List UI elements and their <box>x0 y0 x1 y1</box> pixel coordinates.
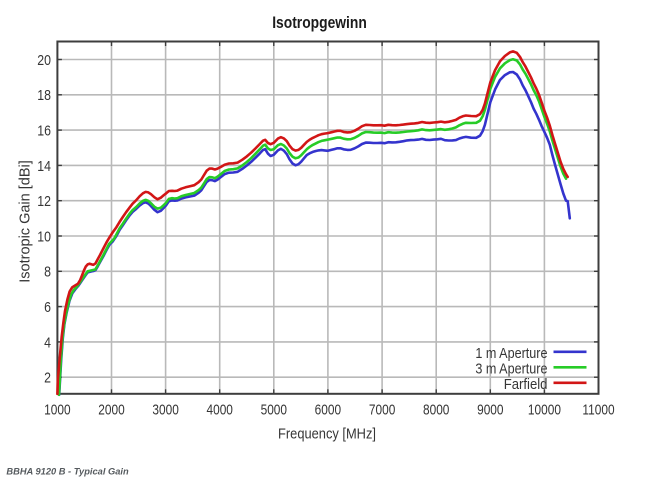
svg-text:Farfield: Farfield <box>504 376 548 393</box>
svg-text:Frequency [MHz]: Frequency [MHz] <box>278 426 376 442</box>
svg-text:16: 16 <box>37 123 51 139</box>
svg-text:7000: 7000 <box>369 401 395 417</box>
svg-text:20: 20 <box>37 52 51 68</box>
svg-text:4000: 4000 <box>206 401 232 417</box>
svg-text:Isotropic Gain [dBi]: Isotropic Gain [dBi] <box>18 160 34 283</box>
svg-text:8000: 8000 <box>423 401 449 417</box>
svg-text:Isotropgewinn: Isotropgewinn <box>272 14 367 33</box>
svg-text:3000: 3000 <box>152 401 178 417</box>
svg-text:18: 18 <box>37 87 51 103</box>
svg-text:11000: 11000 <box>582 401 614 417</box>
svg-text:12: 12 <box>37 193 51 209</box>
svg-text:10: 10 <box>37 228 51 244</box>
svg-text:6000: 6000 <box>315 401 341 417</box>
svg-text:8: 8 <box>44 264 51 280</box>
svg-text:2: 2 <box>44 370 51 386</box>
svg-text:14: 14 <box>37 158 51 174</box>
svg-text:9000: 9000 <box>477 401 503 417</box>
svg-text:BBHA 9120 B - Typical Gain: BBHA 9120 B - Typical Gain <box>6 465 129 476</box>
svg-text:3 m Aperture: 3 m Aperture <box>475 361 547 377</box>
svg-text:1 m Aperture: 1 m Aperture <box>475 345 547 361</box>
svg-text:10000: 10000 <box>528 401 561 417</box>
svg-text:2000: 2000 <box>98 401 124 417</box>
svg-text:4: 4 <box>44 334 51 350</box>
svg-text:1000: 1000 <box>44 401 70 417</box>
svg-text:5000: 5000 <box>261 401 287 417</box>
svg-text:6: 6 <box>44 299 51 315</box>
